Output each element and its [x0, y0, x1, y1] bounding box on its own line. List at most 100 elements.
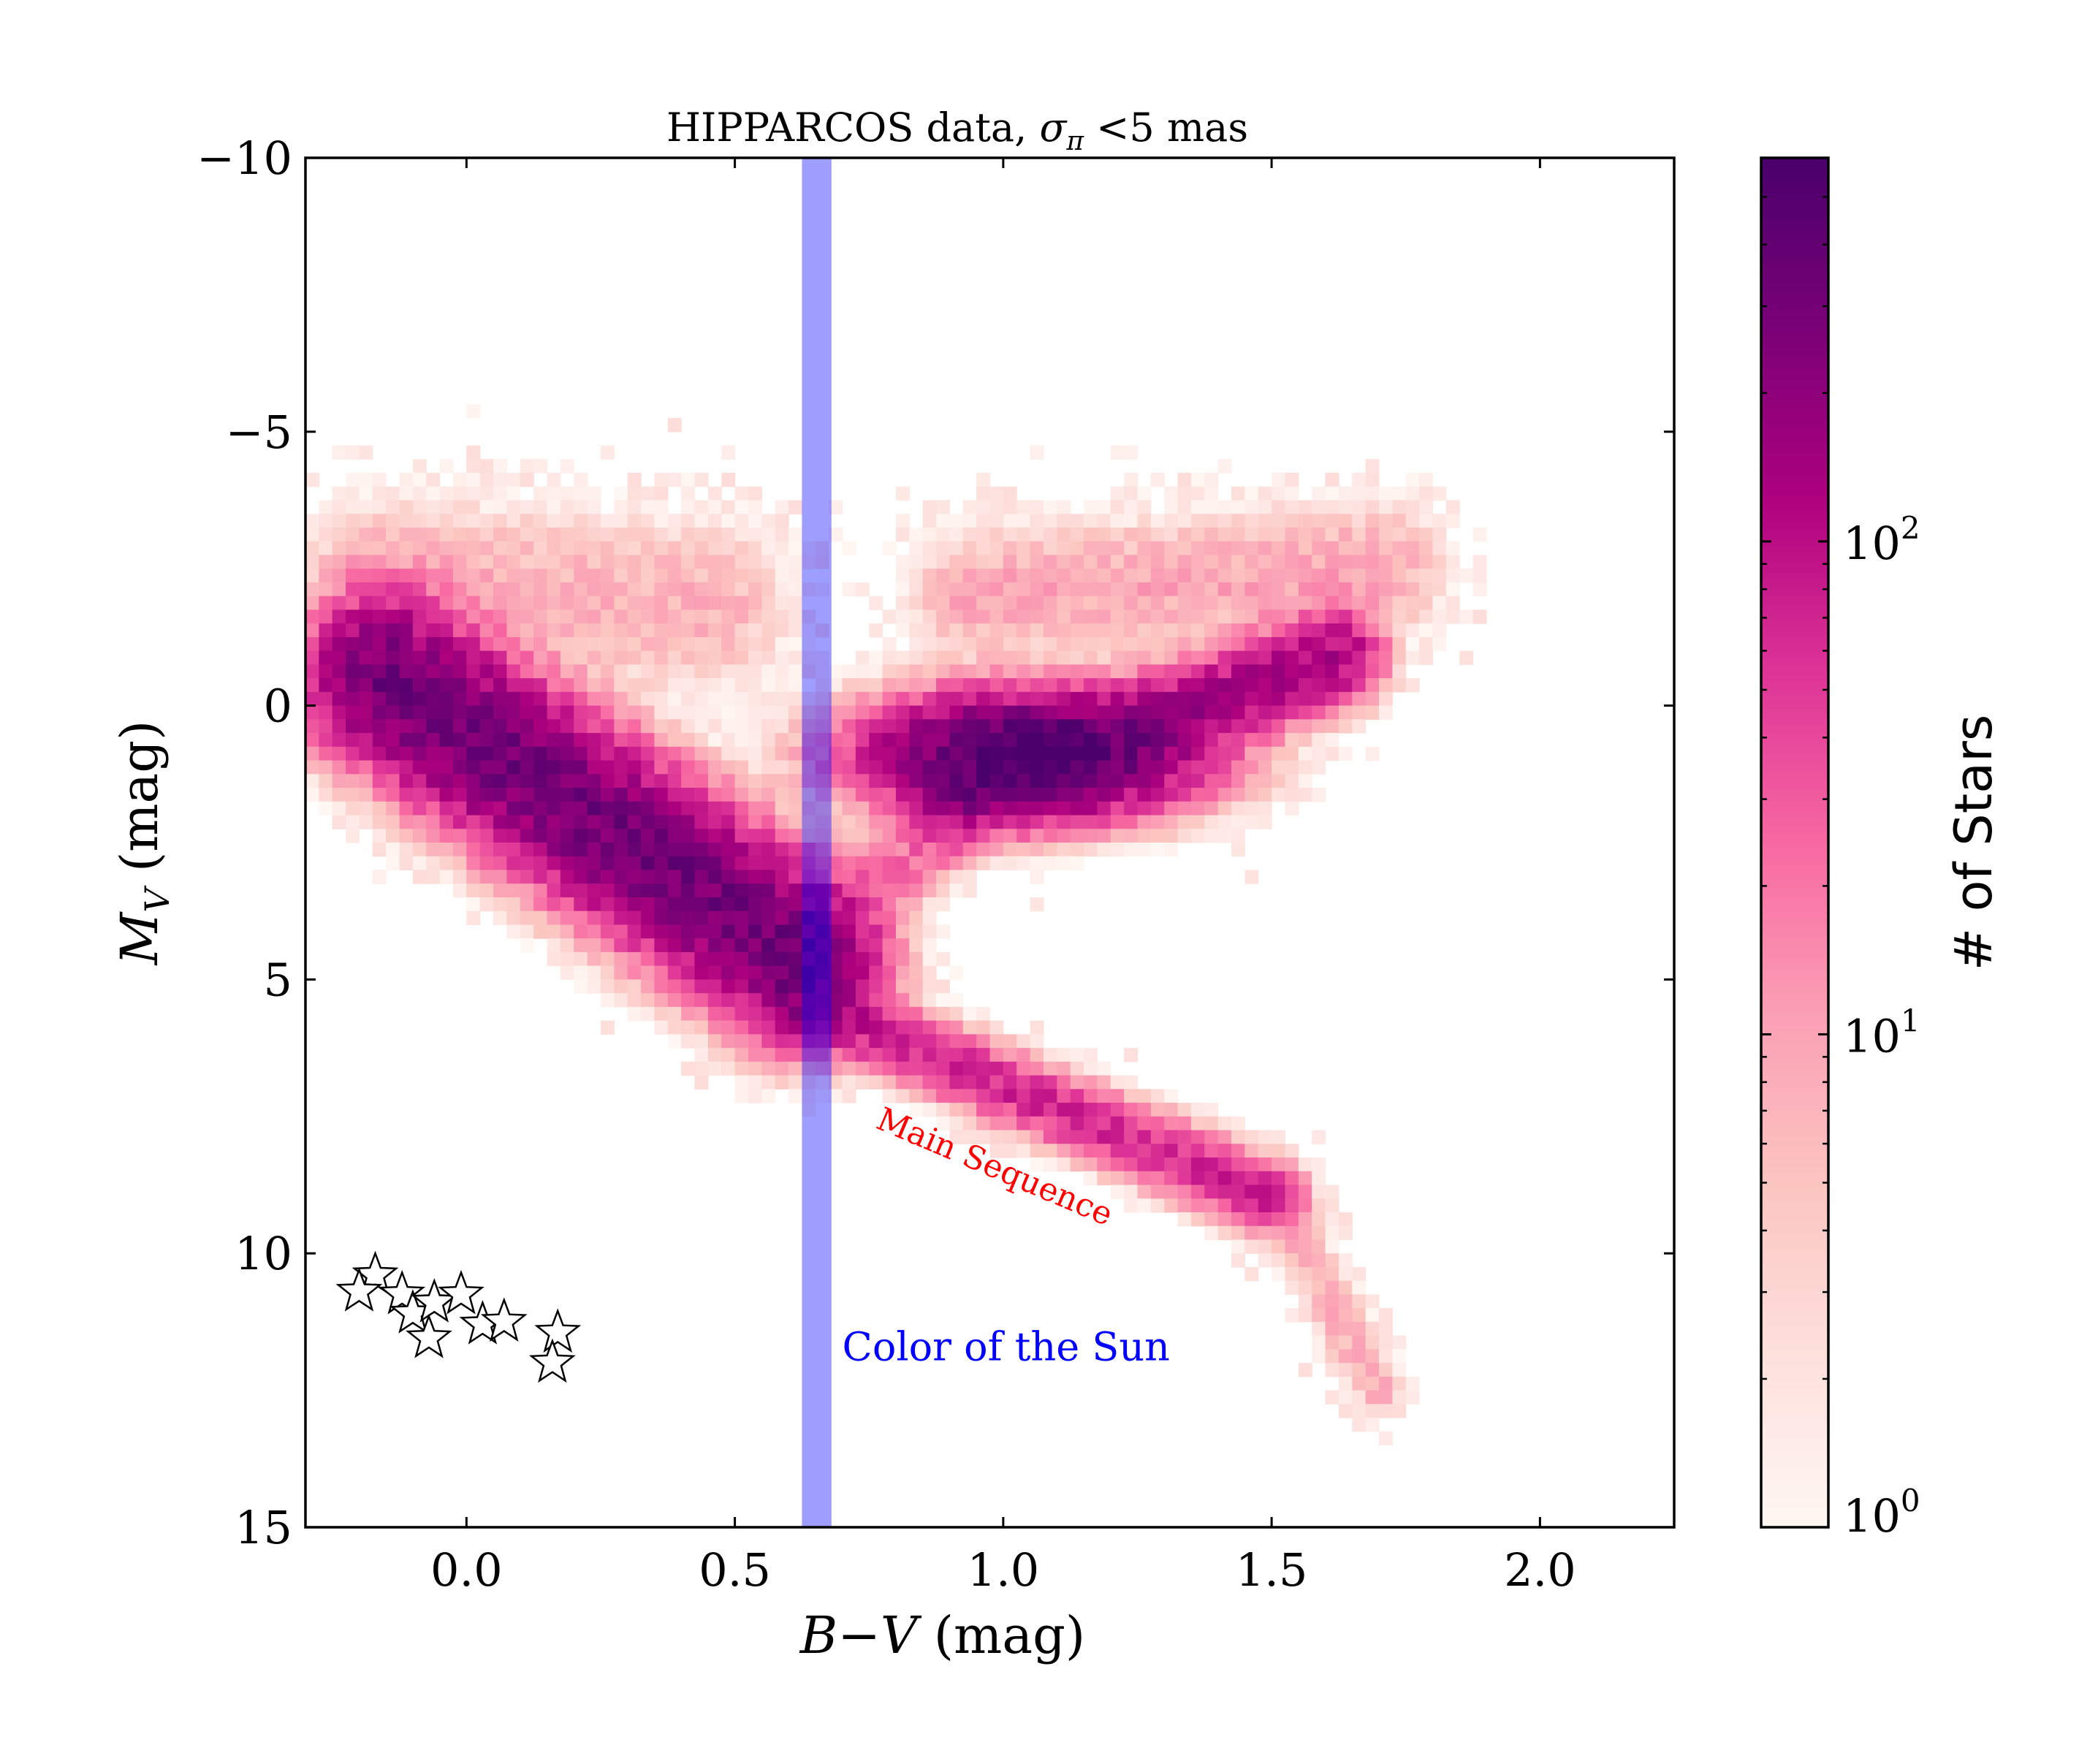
- heatmap-cell: [600, 527, 615, 542]
- heatmap-cell: [1272, 719, 1286, 734]
- heatmap-cell: [1190, 829, 1205, 843]
- heatmap-cell: [332, 678, 346, 693]
- heatmap-cell: [1298, 555, 1312, 569]
- heatmap-cell: [1217, 541, 1232, 556]
- heatmap-cell: [1325, 1266, 1339, 1282]
- heatmap-cell: [842, 870, 856, 884]
- heatmap-cell: [1164, 774, 1179, 788]
- heatmap-cell: [895, 733, 910, 748]
- heatmap-cell: [989, 705, 1004, 720]
- heatmap-cell: [372, 527, 387, 542]
- heatmap-cell: [1177, 733, 1192, 748]
- heatmap-cell: [1405, 500, 1420, 514]
- heatmap-cell: [1285, 623, 1299, 638]
- heatmap-cell: [1244, 596, 1259, 611]
- heatmap-cell: [949, 815, 964, 829]
- heatmap-cell: [842, 801, 856, 816]
- heatmap-cell: [761, 527, 776, 542]
- heatmap-cell: [936, 500, 951, 514]
- heatmap-cell: [1258, 746, 1272, 761]
- heatmap-cell: [1164, 829, 1179, 843]
- heatmap-cell: [1070, 1116, 1084, 1131]
- heatmap-cell: [305, 541, 319, 556]
- heatmap-cell: [412, 788, 427, 802]
- heatmap-cell: [1244, 760, 1259, 775]
- heatmap-cell: [909, 691, 924, 707]
- heatmap-cell: [922, 609, 937, 624]
- y-tick-label: −10: [197, 132, 292, 185]
- heatmap-cell: [1204, 1198, 1219, 1213]
- heatmap-cell: [1016, 829, 1031, 843]
- heatmap-cell: [1405, 1390, 1420, 1404]
- heatmap-cell: [520, 596, 534, 611]
- heatmap-cell: [386, 774, 400, 788]
- heatmap-cell: [1379, 650, 1393, 665]
- heatmap-cell: [1352, 596, 1367, 611]
- heatmap-cell: [922, 774, 937, 788]
- colorbar-tick-label: 101: [1843, 1003, 1920, 1062]
- heatmap-cell: [962, 733, 977, 748]
- x-tick-label: 0.5: [699, 1543, 771, 1597]
- heatmap-cell: [479, 760, 494, 775]
- heatmap-cell: [1445, 569, 1460, 583]
- heatmap-cell: [1097, 569, 1111, 583]
- heatmap-cell: [319, 678, 333, 693]
- heatmap-cell: [332, 664, 346, 679]
- heatmap-cell: [1124, 486, 1139, 501]
- heatmap-cell: [855, 1061, 870, 1076]
- heatmap-cell: [412, 486, 427, 501]
- heatmap-cell: [734, 719, 749, 734]
- heatmap-cell: [869, 829, 883, 843]
- heatmap-cell: [989, 664, 1004, 679]
- heatmap-cell: [614, 733, 628, 748]
- heatmap-cell: [1312, 541, 1326, 556]
- heatmap-cell: [909, 1048, 924, 1062]
- heatmap-cell: [560, 883, 574, 898]
- heatmap-cell: [882, 636, 897, 652]
- heatmap-cell: [882, 938, 897, 953]
- heatmap-cell: [1365, 1376, 1380, 1391]
- heatmap-cell: [452, 815, 467, 829]
- heatmap-cell: [574, 746, 588, 761]
- heatmap-cell: [962, 843, 977, 857]
- heatmap-cell: [654, 938, 669, 953]
- heatmap-cell: [1070, 555, 1084, 569]
- heatmap-cell: [1285, 555, 1299, 569]
- heatmap-cell: [761, 897, 776, 912]
- heatmap-cell: [1084, 1075, 1098, 1090]
- heatmap-cell: [412, 719, 427, 734]
- heatmap-cell: [1070, 678, 1084, 693]
- heatmap-cell: [1312, 636, 1326, 652]
- heatmap-cell: [748, 596, 762, 611]
- heatmap-cell: [1177, 541, 1192, 556]
- heatmap-cell: [1379, 691, 1393, 707]
- heatmap-cell: [895, 746, 910, 761]
- heatmap-cell: [922, 897, 937, 912]
- heatmap-cell: [506, 870, 521, 884]
- heatmap-cell: [1217, 596, 1232, 611]
- heatmap-cell: [641, 938, 655, 953]
- heatmap-cell: [520, 500, 534, 514]
- heatmap-cell: [359, 486, 373, 501]
- heatmap-cell: [1150, 623, 1165, 638]
- heatmap-cell: [1312, 760, 1326, 775]
- heatmap-cell: [1258, 609, 1272, 624]
- heatmap-cell: [533, 856, 548, 871]
- heatmap-cell: [1405, 555, 1420, 569]
- heatmap-cell: [452, 541, 467, 556]
- heatmap-cell: [547, 664, 561, 679]
- heatmap-cell: [520, 910, 534, 926]
- heatmap-cell: [1016, 596, 1031, 611]
- heatmap-cell: [1379, 1431, 1393, 1446]
- heatmap-cell: [466, 788, 481, 802]
- heatmap-cell: [520, 801, 534, 816]
- heatmap-cell: [1365, 500, 1380, 514]
- heatmap-cell: [533, 514, 548, 528]
- heatmap-cell: [587, 678, 601, 693]
- heatmap-cell: [869, 843, 883, 857]
- heatmap-cell: [707, 1061, 722, 1076]
- heatmap-cell: [1204, 473, 1219, 487]
- heatmap-cell: [1405, 650, 1420, 665]
- heatmap-cell: [681, 733, 696, 748]
- heatmap-cell: [372, 760, 387, 775]
